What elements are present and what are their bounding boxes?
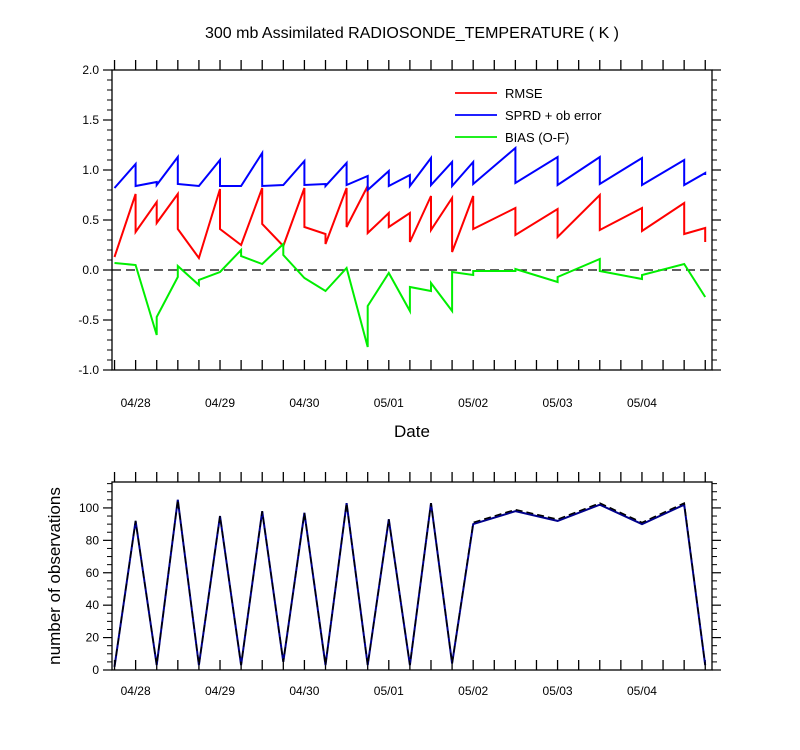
legend-label: SPRD + ob error	[505, 108, 602, 123]
plot-frame	[111, 69, 713, 371]
y-tick-label: 40	[86, 598, 100, 612]
x-tick-label: 05/01	[374, 684, 404, 698]
chart-panel-1: 300 mb Assimilated RADIOSONDE_TEMPERATUR…	[78, 25, 721, 441]
legend: RMSE SPRD + ob error BIAS (O-F)	[455, 86, 602, 145]
legend-label: BIAS (O-F)	[505, 130, 569, 145]
series-line-observations	[113, 499, 707, 667]
x-tick-label: 04/30	[289, 684, 319, 698]
x-tick-label: 04/29	[205, 396, 235, 410]
series-line-rmse	[113, 185, 707, 261]
x-tick-label: 05/04	[627, 396, 657, 410]
y-tick-label: 100	[79, 501, 99, 515]
y-tick-label: 0	[92, 663, 99, 677]
x-tick-label: 05/02	[458, 396, 488, 410]
chart-panel-2: 0 20 40 60 80 100 04/28 04/29 04/30 05/01 05/02 05/…	[45, 472, 721, 698]
x-tick-label: 05/01	[374, 396, 404, 410]
y-tick-label: 0.0	[82, 263, 99, 277]
x-tick-label: 05/02	[458, 684, 488, 698]
y-tick-label: 1.0	[82, 163, 99, 177]
y-tick-label: -0.5	[78, 313, 99, 327]
series-line-bias-o-f	[114, 241, 707, 348]
y-tick-label: -1.0	[78, 363, 99, 377]
x-tick-label: 04/28	[121, 684, 151, 698]
x-tick-label: 04/28	[121, 396, 151, 410]
series-line-sprd-ob-error	[113, 145, 707, 193]
y-axis-label: number of observations	[45, 487, 64, 665]
series-line-observations-dashed	[113, 499, 706, 667]
chart-title: 300 mb Assimilated RADIOSONDE_TEMPERATUR…	[205, 25, 619, 42]
x-tick-label: 05/04	[627, 684, 657, 698]
y-tick-label: 80	[86, 533, 100, 547]
x-axis-label: Date	[394, 422, 430, 441]
y-tick-label: 20	[86, 631, 100, 645]
y-tick-label: 0.5	[82, 213, 99, 227]
x-tick-label: 05/03	[543, 396, 573, 410]
y-tick-label: 1.5	[82, 113, 99, 127]
legend-label: RMSE	[505, 86, 543, 101]
y-tick-label: 60	[86, 566, 100, 580]
x-tick-label: 04/29	[205, 684, 235, 698]
x-tick-label: 05/03	[543, 684, 573, 698]
y-tick-label: 2.0	[82, 63, 99, 77]
plot-frame	[111, 481, 713, 671]
x-tick-label: 04/30	[289, 396, 319, 410]
